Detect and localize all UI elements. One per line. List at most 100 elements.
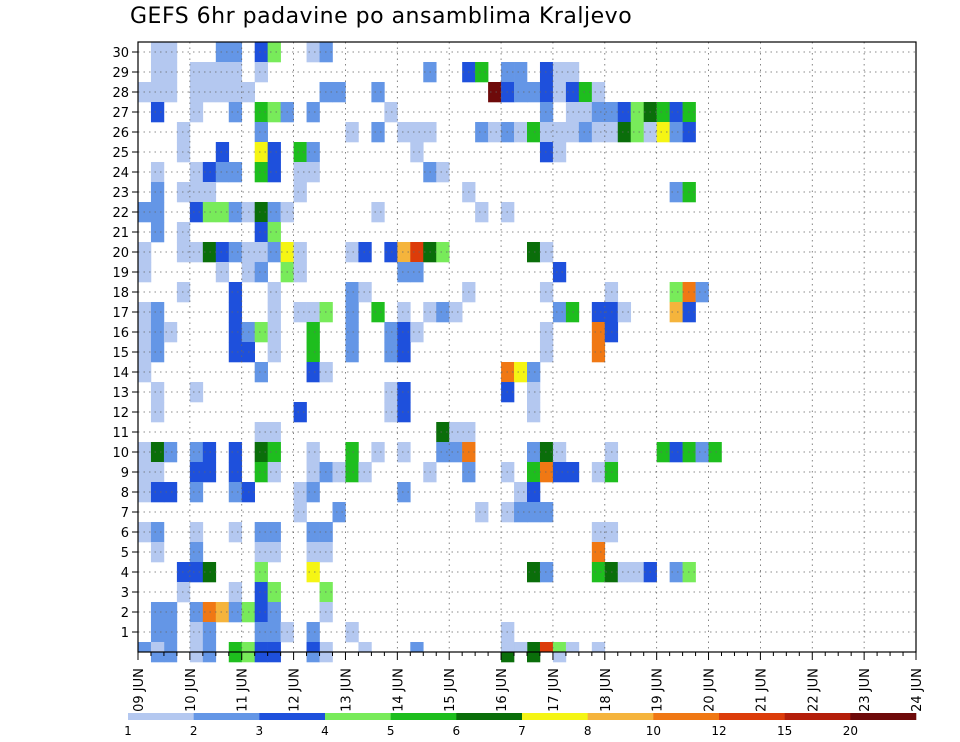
heatmap-cell bbox=[669, 282, 683, 303]
heatmap-cell bbox=[267, 282, 281, 303]
heatmap-cell bbox=[306, 542, 320, 563]
heatmap-cell bbox=[436, 442, 450, 463]
y-tick-label: 26 bbox=[112, 126, 129, 141]
heatmap-cell bbox=[254, 242, 268, 263]
y-tick-label: 9 bbox=[121, 466, 129, 481]
heatmap-cell bbox=[617, 302, 632, 323]
heatmap-cell bbox=[306, 622, 320, 643]
heatmap-cell bbox=[591, 342, 606, 363]
x-tick-label: 09 JUN bbox=[132, 668, 147, 712]
heatmap-cell bbox=[669, 182, 683, 203]
heatmap-cell bbox=[267, 142, 281, 163]
heatmap-cell bbox=[189, 562, 204, 583]
heatmap-cell bbox=[228, 582, 243, 603]
heatmap-cell bbox=[202, 62, 217, 83]
heatmap-cell bbox=[539, 642, 554, 653]
heatmap-cell bbox=[514, 122, 528, 143]
heatmap-cell bbox=[306, 562, 320, 583]
heatmap-cell bbox=[228, 482, 243, 503]
heatmap-cell bbox=[397, 302, 411, 323]
heatmap-cell bbox=[163, 442, 178, 463]
heatmap-cell bbox=[267, 42, 281, 63]
colorbar-segment bbox=[193, 713, 260, 720]
colorbar-segment bbox=[653, 713, 720, 720]
heatmap-cell bbox=[358, 282, 372, 303]
heatmap-cell bbox=[189, 602, 204, 623]
heatmap-cell bbox=[202, 202, 217, 223]
heatmap-cell bbox=[591, 102, 606, 123]
heatmap-cell bbox=[254, 122, 268, 143]
heatmap-cell bbox=[254, 582, 268, 603]
heatmap-cell bbox=[591, 322, 606, 343]
heatmap-cell bbox=[306, 522, 320, 543]
heatmap-cell bbox=[150, 322, 165, 343]
heatmap-cell bbox=[345, 622, 359, 643]
heatmap-cell bbox=[189, 522, 204, 543]
x-tick-label: 10 JUN bbox=[184, 668, 199, 712]
heatmap-cell bbox=[267, 162, 281, 183]
heatmap-cell bbox=[306, 642, 320, 653]
colorbar-segment bbox=[587, 713, 654, 720]
colorbar-segment bbox=[128, 713, 194, 720]
y-tick-label: 24 bbox=[112, 166, 129, 181]
x-tick-label: 23 JUN bbox=[858, 668, 873, 712]
heatmap-cell bbox=[202, 622, 217, 643]
x-tick-label: 11 JUN bbox=[236, 668, 251, 712]
heatmap-cell bbox=[163, 622, 178, 643]
heatmap-cell bbox=[410, 262, 424, 283]
heatmap-cell bbox=[254, 202, 268, 223]
heatmap-cell bbox=[358, 462, 372, 483]
heatmap-cell bbox=[527, 82, 541, 103]
y-tick-label: 22 bbox=[112, 206, 129, 221]
x-tick-label: 21 JUN bbox=[754, 668, 769, 712]
heatmap-cell bbox=[539, 122, 554, 143]
heatmap-cell bbox=[267, 442, 281, 463]
heatmap-cell bbox=[228, 302, 243, 323]
y-tick-label: 18 bbox=[112, 286, 129, 301]
heatmap-cell bbox=[150, 162, 165, 183]
heatmap-cell bbox=[189, 442, 204, 463]
heatmap-cell bbox=[293, 242, 307, 263]
heatmap-cell bbox=[397, 242, 411, 263]
colorbar-label: 10 bbox=[646, 724, 661, 738]
heatmap-cell bbox=[228, 202, 243, 223]
heatmap-cell bbox=[527, 122, 541, 143]
heatmap-cell bbox=[501, 642, 515, 653]
y-tick-label: 11 bbox=[112, 426, 129, 441]
heatmap-cell bbox=[228, 602, 243, 623]
heatmap-cell bbox=[371, 82, 385, 103]
heatmap-cell bbox=[539, 502, 554, 523]
heatmap-cell bbox=[254, 102, 268, 123]
heatmap-cell bbox=[475, 122, 489, 143]
heatmap-cell bbox=[215, 602, 230, 623]
colorbar-segment bbox=[390, 713, 457, 720]
heatmap-cell bbox=[150, 342, 165, 363]
x-tick-label: 20 JUN bbox=[703, 668, 718, 712]
heatmap-cell bbox=[514, 362, 528, 383]
heatmap-cell bbox=[267, 102, 281, 123]
heatmap-cell bbox=[656, 442, 670, 463]
heatmap-cell bbox=[189, 482, 204, 503]
heatmap-cell bbox=[345, 462, 359, 483]
heatmap-cell bbox=[189, 242, 204, 263]
heatmap-cell bbox=[397, 402, 411, 423]
heatmap-cell bbox=[267, 242, 281, 263]
heatmap-cell bbox=[410, 242, 424, 263]
heatmap-cell bbox=[397, 382, 411, 403]
y-tick-label: 5 bbox=[121, 546, 129, 561]
heatmap-cell bbox=[578, 122, 593, 143]
heatmap-cell bbox=[150, 382, 165, 403]
heatmap-cell bbox=[202, 602, 217, 623]
heatmap-cell bbox=[397, 262, 411, 283]
heatmap-cell bbox=[371, 122, 385, 143]
heatmap-cell bbox=[267, 342, 281, 363]
heatmap-cell bbox=[163, 322, 178, 343]
heatmap-cell bbox=[656, 122, 670, 143]
heatmap-cell bbox=[176, 142, 191, 163]
heatmap-cell bbox=[228, 322, 243, 343]
y-tick-label: 17 bbox=[112, 306, 129, 321]
heatmap-cell bbox=[630, 562, 644, 583]
heatmap-cell bbox=[475, 202, 489, 223]
heatmap-cell bbox=[150, 222, 165, 243]
y-tick-label: 6 bbox=[121, 526, 129, 541]
